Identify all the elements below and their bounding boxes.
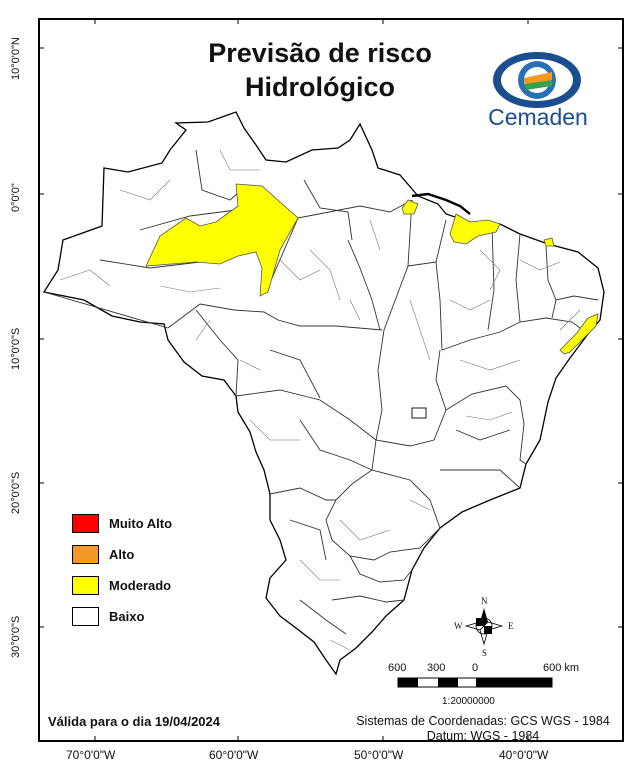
lat-label-10n: 10°0'0"N	[10, 37, 22, 80]
datum-text: Datum: WGS - 1984	[426, 729, 540, 743]
legend-item-muito-alto: Muito Alto	[72, 508, 172, 539]
lon-label-70w: 70°0'0"W	[66, 748, 116, 762]
legend-item-alto: Alto	[72, 539, 172, 570]
moderate-area-maranhao	[449, 213, 501, 245]
lat-label-30s: 30°0'0"S	[10, 615, 22, 658]
basin-borders	[59, 149, 581, 651]
scale-label-600: 600	[388, 662, 407, 674]
compass-west-label: W	[454, 621, 463, 631]
coordinate-system: Sistemas de Coordenadas: GCS WGS - 1984 …	[348, 714, 618, 744]
title-line-1: Previsão de risco	[208, 38, 432, 68]
legend-swatch	[72, 545, 99, 564]
lon-label-60w: 60°0'0"W	[209, 748, 259, 762]
compass-north-label: N	[481, 596, 488, 606]
federal-district	[411, 407, 427, 419]
legend-label: Muito Alto	[109, 516, 173, 531]
moderate-risk-areas	[145, 183, 599, 355]
moderate-area-amazon	[145, 183, 299, 297]
coordinate-system-text: Sistemas de Coordenadas: GCS WGS - 1984	[356, 714, 610, 728]
compass-east-label: E	[508, 621, 514, 631]
logo-text: Cemaden	[488, 104, 588, 130]
scale-bar	[397, 677, 553, 688]
amazon-mouth-coast	[411, 192, 471, 215]
compass-south-label: S	[482, 648, 488, 658]
lat-label-10s: 10°0'0"S	[10, 327, 22, 370]
state-borders	[43, 149, 599, 635]
moderate-area-ceara	[543, 237, 555, 247]
lon-label-50w: 50°0'0"W	[354, 748, 404, 762]
scale-ratio: 1:20000000	[442, 696, 495, 707]
lat-label-equator: 0°0'0"	[10, 183, 22, 212]
validity-date: Válida para o dia 19/04/2024	[48, 714, 220, 729]
legend-swatch	[72, 514, 99, 533]
scale-label-0: 0	[472, 662, 479, 674]
legend: Muito Alto Alto Moderado Baixo	[72, 508, 172, 632]
legend-label: Moderado	[109, 578, 172, 593]
moderate-area-amapa	[401, 199, 419, 215]
graticule-ticks	[38, 18, 624, 742]
north-arrow	[464, 608, 504, 646]
legend-swatch	[72, 576, 99, 595]
legend-label: Baixo	[109, 609, 145, 624]
map-title: Previsão de risco Hidrológico	[150, 36, 490, 104]
legend-item-moderado: Moderado	[72, 570, 172, 601]
legend-swatch	[72, 607, 99, 626]
legend-label: Alto	[109, 547, 135, 562]
title-line-2: Hidrológico	[245, 72, 395, 102]
scale-label-600km: 600 km	[543, 662, 580, 674]
cemaden-eye-logo	[493, 52, 581, 108]
legend-item-baixo: Baixo	[72, 601, 172, 632]
lat-label-20s: 20°0'0"S	[10, 471, 22, 514]
scale-label-300: 300	[427, 662, 446, 674]
moderate-area-coast	[559, 313, 599, 355]
lon-label-40w: 40°0'0"W	[499, 748, 549, 762]
